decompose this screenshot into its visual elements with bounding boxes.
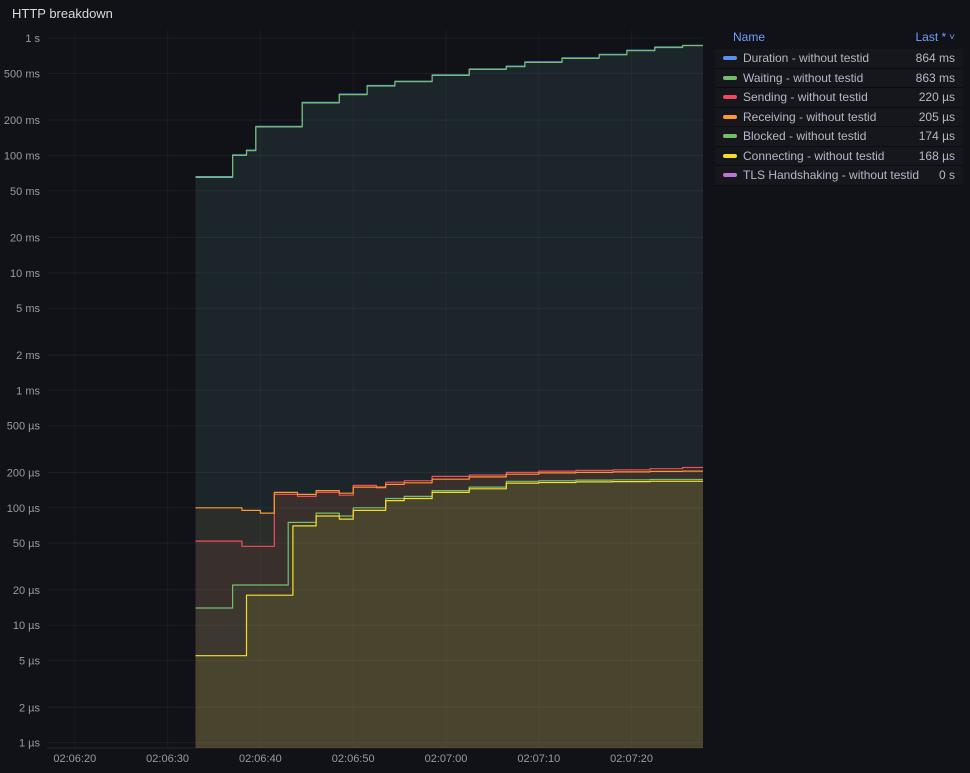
y-tick-label: 500 µs bbox=[7, 421, 41, 433]
series-area bbox=[195, 481, 703, 748]
x-tick-label: 02:07:20 bbox=[610, 753, 653, 765]
y-tick-label: 20 µs bbox=[13, 585, 41, 597]
series-area bbox=[195, 45, 703, 748]
time-series-chart[interactable]: 1 s 500 ms 200 ms 100 ms 50 ms 20 ms 10 ms 5 ms… bbox=[0, 0, 710, 768]
series-line bbox=[195, 478, 703, 609]
series-color-swatch bbox=[723, 153, 737, 158]
y-tick-label: 5 µs bbox=[19, 656, 41, 668]
legend-row[interactable]: Blocked - without testid 174 µs bbox=[715, 127, 963, 147]
legend-row[interactable]: TLS Handshaking - without testid 0 s bbox=[715, 166, 963, 186]
series-area bbox=[195, 467, 703, 748]
y-tick-label: 1 ms bbox=[16, 385, 40, 397]
y-tick-label: 50 µs bbox=[13, 538, 41, 550]
series-area bbox=[195, 479, 703, 748]
legend-series-label[interactable]: Sending - without testid bbox=[743, 90, 868, 105]
legend-row[interactable]: Sending - without testid 220 µs bbox=[715, 88, 963, 108]
y-tick-label: 100 ms bbox=[4, 150, 41, 162]
series-line bbox=[195, 44, 703, 178]
x-tick-label: 02:07:00 bbox=[425, 753, 468, 765]
legend-row[interactable]: Duration - without testid 864 ms bbox=[715, 49, 963, 69]
y-tick-label: 1 µs bbox=[19, 738, 41, 750]
legend-series-label[interactable]: TLS Handshaking - without testid bbox=[743, 168, 920, 183]
y-tick-label: 50 ms bbox=[10, 186, 40, 198]
legend-series-label[interactable]: Waiting - without testid bbox=[743, 70, 864, 85]
y-tick-label: 100 µs bbox=[7, 503, 41, 515]
y-tick-label: 10 ms bbox=[10, 268, 40, 280]
series-color-swatch bbox=[723, 75, 737, 80]
sort-caret-icon: ˅ bbox=[949, 31, 955, 43]
legend-last-value: 168 µs bbox=[918, 148, 955, 163]
legend-last-value: 864 ms bbox=[915, 51, 955, 66]
legend-row[interactable]: Waiting - without testid 863 ms bbox=[715, 69, 963, 88]
legend-series-label[interactable]: Connecting - without testid bbox=[743, 148, 885, 163]
legend-last-value: 174 µs bbox=[918, 129, 955, 144]
legend-series-label[interactable]: Duration - without testid bbox=[743, 51, 870, 66]
y-tick-label: 20 ms bbox=[10, 233, 40, 245]
y-tick-label: 10 µs bbox=[13, 620, 41, 632]
legend-row[interactable]: Connecting - without testid 168 µs bbox=[715, 147, 963, 166]
series-line bbox=[195, 470, 703, 514]
x-tick-label: 02:06:20 bbox=[53, 753, 96, 765]
legend-last-value: 0 s bbox=[938, 168, 955, 183]
legend-column-last[interactable]: Last * ˅ bbox=[915, 30, 955, 44]
series-color-swatch bbox=[723, 173, 737, 178]
legend-last-value: 205 µs bbox=[918, 109, 955, 124]
y-tick-label: 200 ms bbox=[4, 115, 41, 127]
legend-header: Name Last * ˅ bbox=[715, 30, 963, 49]
y-tick-label: 200 µs bbox=[7, 467, 41, 479]
x-tick-label: 02:06:40 bbox=[239, 753, 282, 765]
series-line bbox=[195, 480, 703, 657]
legend-column-name[interactable]: Name bbox=[733, 30, 766, 44]
y-tick-label: 2 ms bbox=[16, 350, 40, 362]
legend-rows: Duration - without testid 864 ms Waiting -… bbox=[715, 49, 963, 186]
legend-row[interactable]: Receiving - without testid 205 µs bbox=[715, 108, 963, 127]
series-color-swatch bbox=[723, 56, 737, 61]
legend-last-value: 863 ms bbox=[915, 70, 955, 85]
series-area bbox=[195, 471, 703, 748]
series-line bbox=[195, 466, 703, 547]
legend-series-label[interactable]: Blocked - without testid bbox=[743, 129, 867, 144]
series-color-swatch bbox=[723, 114, 737, 119]
series-color-swatch bbox=[723, 95, 737, 100]
y-tick-label: 5 ms bbox=[16, 303, 40, 315]
y-tick-label: 1 s bbox=[25, 33, 40, 45]
legend-table: Name Last * ˅ Duration - without testid 8… bbox=[715, 30, 963, 186]
panel-title[interactable]: HTTP breakdown bbox=[12, 6, 113, 21]
series-color-swatch bbox=[723, 134, 737, 139]
legend-series-label[interactable]: Receiving - without testid bbox=[743, 109, 877, 124]
y-tick-label: 2 µs bbox=[19, 702, 41, 714]
x-tick-label: 02:06:50 bbox=[332, 753, 375, 765]
y-tick-label: 500 ms bbox=[4, 68, 41, 80]
legend-column-last-label: Last * bbox=[915, 30, 947, 44]
x-tick-label: 02:07:10 bbox=[517, 753, 560, 765]
x-tick-label: 02:06:30 bbox=[146, 753, 189, 765]
series-area bbox=[195, 45, 703, 748]
chart-canvas[interactable]: 1 s 500 ms 200 ms 100 ms 50 ms 20 ms 10 ms 5 ms… bbox=[0, 0, 710, 768]
legend-last-value: 220 µs bbox=[918, 90, 955, 105]
